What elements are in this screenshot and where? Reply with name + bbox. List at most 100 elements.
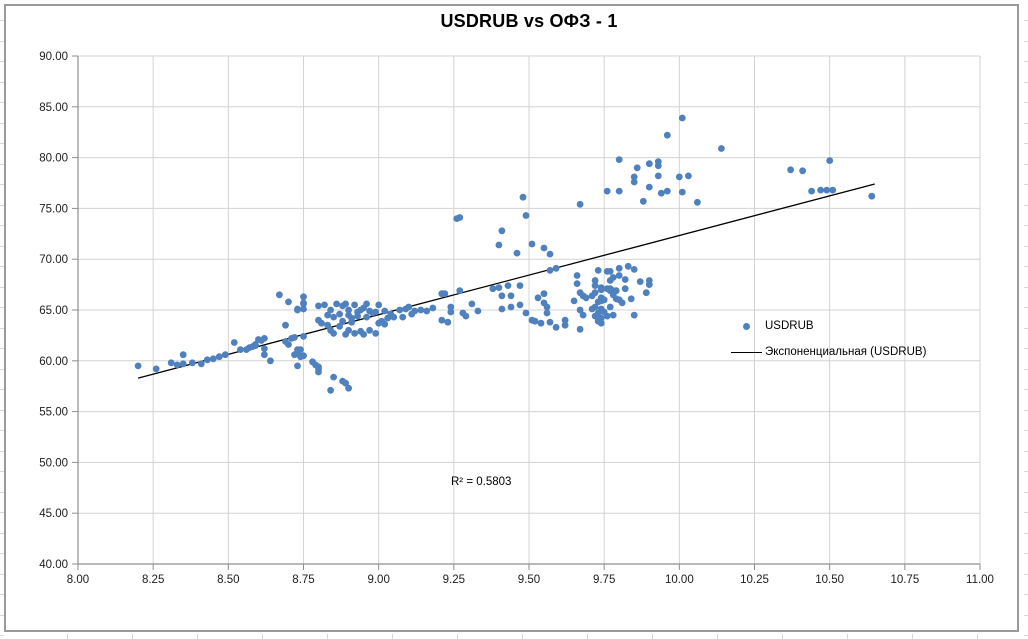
data-point[interactable]: [267, 357, 274, 365]
data-point[interactable]: [826, 157, 834, 165]
x-axis-tick-label[interactable]: 10.25: [740, 574, 769, 586]
data-point[interactable]: [543, 309, 551, 317]
x-axis-tick-label[interactable]: 11.00: [966, 574, 994, 586]
data-point[interactable]: [390, 313, 398, 321]
data-point[interactable]: [297, 346, 304, 353]
data-point[interactable]: [441, 290, 449, 298]
data-point[interactable]: [336, 322, 343, 330]
data-point[interactable]: [342, 379, 349, 387]
x-axis-tick-label[interactable]: 10.75: [890, 574, 919, 586]
y-axis-tick-label[interactable]: 45.00: [39, 508, 68, 520]
data-point[interactable]: [230, 339, 238, 346]
x-axis-tick-label[interactable]: 9.50: [518, 574, 540, 586]
data-point[interactable]: [366, 326, 373, 334]
data-point[interactable]: [188, 359, 196, 367]
data-point[interactable]: [573, 280, 581, 287]
data-point[interactable]: [630, 178, 638, 186]
data-point[interactable]: [633, 164, 641, 172]
x-axis-tick-label[interactable]: 10.00: [665, 574, 694, 586]
data-point[interactable]: [618, 299, 626, 307]
data-point[interactable]: [252, 342, 259, 349]
data-point[interactable]: [330, 313, 337, 321]
y-axis-tick-label[interactable]: 55.00: [39, 407, 68, 419]
data-point[interactable]: [300, 333, 307, 340]
data-point[interactable]: [718, 145, 725, 152]
r-squared-label[interactable]: R² = 0.5803: [451, 476, 512, 488]
data-point[interactable]: [215, 353, 223, 361]
data-point[interactable]: [209, 355, 217, 363]
data-point[interactable]: [285, 341, 292, 348]
data-point[interactable]: [630, 173, 638, 181]
data-point[interactable]: [546, 267, 554, 274]
x-axis-tick-label[interactable]: 9.25: [443, 574, 465, 586]
data-point[interactable]: [261, 351, 268, 359]
x-axis-tick-label[interactable]: 10.50: [815, 574, 844, 586]
data-point[interactable]: [591, 289, 599, 297]
data-point[interactable]: [507, 303, 515, 311]
data-point[interactable]: [657, 189, 665, 197]
data-point[interactable]: [462, 312, 470, 320]
data-point[interactable]: [537, 319, 545, 327]
data-point[interactable]: [516, 282, 524, 289]
data-point[interactable]: [345, 384, 352, 392]
data-point[interactable]: [678, 114, 686, 122]
data-point[interactable]: [423, 307, 431, 315]
trendline-segment[interactable]: [137, 183, 875, 379]
data-point[interactable]: [333, 300, 340, 308]
data-point[interactable]: [546, 318, 554, 326]
data-point[interactable]: [221, 351, 229, 359]
y-axis-tick-label[interactable]: 50.00: [39, 457, 68, 469]
data-point[interactable]: [540, 244, 548, 252]
data-point[interactable]: [351, 330, 358, 337]
data-point[interactable]: [342, 300, 349, 308]
data-point[interactable]: [197, 360, 205, 368]
data-point[interactable]: [534, 294, 542, 302]
data-point[interactable]: [474, 307, 482, 315]
x-axis-tick-label[interactable]: 8.25: [142, 574, 164, 586]
data-point[interactable]: [799, 167, 806, 175]
data-point[interactable]: [339, 317, 346, 325]
data-point[interactable]: [615, 264, 623, 272]
data-point[interactable]: [642, 289, 650, 297]
data-point[interactable]: [645, 183, 653, 191]
data-point[interactable]: [411, 307, 419, 315]
data-point[interactable]: [372, 308, 380, 316]
data-point[interactable]: [300, 293, 307, 301]
data-point[interactable]: [615, 156, 623, 164]
data-point[interactable]: [543, 303, 551, 311]
data-point[interactable]: [531, 317, 539, 325]
data-point[interactable]: [294, 362, 301, 370]
data-point[interactable]: [609, 311, 617, 319]
data-point[interactable]: [600, 296, 608, 304]
data-point[interactable]: [594, 267, 602, 274]
data-point[interactable]: [868, 192, 876, 200]
data-point[interactable]: [489, 285, 497, 293]
data-point[interactable]: [624, 262, 632, 270]
data-point[interactable]: [576, 325, 584, 333]
data-point[interactable]: [294, 306, 301, 314]
data-point[interactable]: [372, 330, 380, 337]
data-point[interactable]: [363, 300, 370, 308]
data-point[interactable]: [823, 186, 831, 194]
data-point[interactable]: [167, 359, 175, 367]
data-point[interactable]: [597, 319, 605, 327]
data-point[interactable]: [627, 295, 635, 303]
data-point[interactable]: [179, 351, 187, 359]
data-point[interactable]: [675, 173, 683, 181]
data-point[interactable]: [591, 277, 599, 284]
data-point[interactable]: [573, 272, 581, 279]
data-point[interactable]: [351, 301, 358, 309]
chart-title[interactable]: USDRUB vs ОФЗ - 1: [440, 11, 618, 31]
data-point[interactable]: [597, 314, 605, 322]
data-point[interactable]: [381, 320, 389, 328]
data-point[interactable]: [576, 200, 584, 208]
x-axis-tick-label[interactable]: 9.00: [367, 574, 389, 586]
data-point[interactable]: [324, 321, 331, 329]
y-axis-tick-label[interactable]: 80.00: [39, 153, 68, 165]
data-point[interactable]: [324, 311, 331, 319]
data-point[interactable]: [663, 187, 671, 195]
data-point[interactable]: [654, 172, 662, 180]
legend-entry-usdrub[interactable]: USDRUB: [731, 316, 926, 336]
data-point[interactable]: [375, 301, 383, 309]
y-axis-labels[interactable]: 40.00 45.00 50.00 55.00 60.00 65.00 70.00 75.00…: [39, 51, 68, 571]
